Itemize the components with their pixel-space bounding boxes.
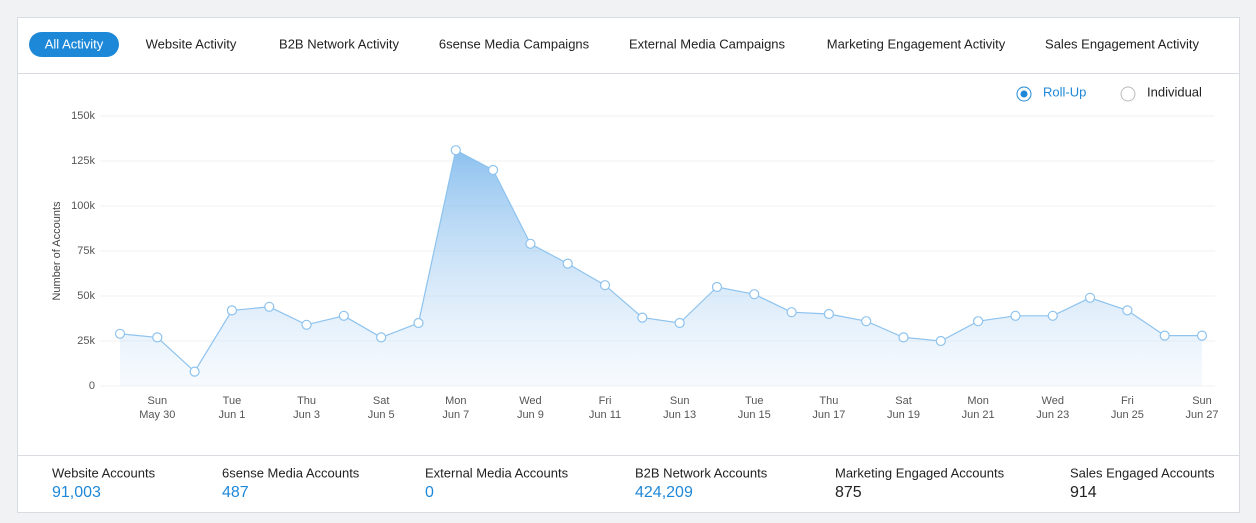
radio-label[interactable]: Roll-Up (1043, 84, 1086, 99)
point (711, 281, 723, 293)
stat-value: 0 (425, 484, 434, 501)
x-tick-label: Jun 23 (1036, 409, 1069, 421)
point (674, 317, 685, 329)
x-tick-label: Jun 19 (887, 409, 920, 421)
x-tick-label: Jun 11 (589, 409, 621, 421)
point (301, 319, 312, 330)
stat-value: 875 (835, 484, 862, 501)
point (935, 335, 946, 347)
x-tick-label: Sun (1192, 395, 1212, 407)
active-tab-pill (29, 32, 119, 57)
x-tick-label: Tue (223, 395, 242, 407)
x-tick-label: Fri (1121, 395, 1134, 407)
stat-label: B2B Network Accounts (635, 465, 768, 480)
point (861, 316, 872, 327)
tab[interactable]: Sales Engagement Activity (1045, 36, 1199, 51)
point (1159, 330, 1170, 341)
point (488, 164, 499, 176)
stat-label: External Media Accounts (425, 465, 569, 480)
area (120, 150, 1202, 386)
point (599, 280, 611, 291)
point (1010, 310, 1021, 321)
point (114, 328, 126, 339)
x-tick-label: Jun 3 (293, 409, 320, 421)
stat-label: 6sense Media Accounts (222, 465, 360, 480)
point (1196, 330, 1208, 341)
x-tick-label: Mon (445, 395, 466, 407)
point (1084, 292, 1096, 303)
tab[interactable]: Marketing Engagement Activity (827, 36, 1006, 51)
x-tick-label: Jun 15 (738, 409, 771, 421)
radio-dot (1020, 90, 1028, 98)
tab[interactable]: 6sense Media Campaigns (439, 36, 590, 51)
point (338, 310, 349, 321)
radio[interactable] (1120, 86, 1136, 102)
x-tick-label: Sat (373, 395, 390, 407)
y-tick-label: 0 (89, 380, 95, 392)
y-tick-label: 25k (77, 335, 95, 347)
line (119, 149, 1202, 373)
radio-label[interactable]: Individual (1147, 84, 1202, 99)
point (973, 316, 984, 327)
x-tick-label: Tue (745, 395, 764, 407)
y-axis-title: Number of Accounts (51, 201, 63, 301)
x-tick-label: Jun 21 (962, 409, 995, 421)
point (1047, 310, 1058, 321)
x-tick-label: Sun (670, 395, 690, 407)
y-tick-label: 150k (71, 110, 95, 122)
point (786, 307, 797, 318)
tab[interactable]: External Media Campaigns (629, 36, 786, 51)
point (749, 289, 760, 300)
x-tick-label: Jun 7 (442, 409, 469, 421)
stat-label: Sales Engaged Accounts (1070, 465, 1215, 480)
x-tick-label: Sat (895, 395, 912, 407)
stat-value: 914 (1070, 484, 1097, 501)
x-tick-label: Mon (967, 395, 988, 407)
point (1122, 305, 1133, 316)
x-tick-label: Wed (519, 395, 541, 407)
tab[interactable]: All Activity (45, 36, 104, 51)
x-tick-label: Sun (148, 395, 168, 407)
x-tick-label: Thu (819, 395, 838, 407)
point (525, 238, 536, 249)
stat-value: 487 (222, 484, 249, 501)
point (450, 145, 461, 156)
stat-label: Website Accounts (52, 465, 156, 480)
y-tick-label: 50k (77, 290, 95, 302)
x-tick-label: Wed (1042, 395, 1064, 407)
point (413, 317, 424, 329)
x-tick-label: Jun 27 (1185, 409, 1218, 421)
x-tick-label: Jun 9 (517, 409, 544, 421)
stat-value: 424,209 (635, 484, 693, 501)
y-tick-label: 100k (71, 200, 95, 212)
x-tick-label: Thu (297, 395, 316, 407)
point (226, 305, 238, 316)
point (823, 308, 834, 320)
point (189, 366, 200, 377)
x-tick-label: Jun 13 (663, 409, 696, 421)
y-tick-label: 75k (77, 245, 95, 257)
stat-value: 91,003 (52, 484, 101, 501)
x-tick-label: Jun 5 (368, 409, 395, 421)
point (898, 332, 909, 343)
point (637, 312, 648, 323)
tab[interactable]: Website Activity (146, 36, 237, 51)
point (152, 332, 163, 343)
tab[interactable]: B2B Network Activity (279, 36, 399, 51)
point (264, 301, 275, 312)
x-tick-label: May 30 (139, 409, 175, 421)
x-tick-label: Jun 25 (1111, 409, 1144, 421)
card (17, 17, 1240, 513)
stat-label: Marketing Engaged Accounts (835, 465, 1005, 480)
x-tick-label: Jun 1 (218, 409, 245, 421)
x-tick-label: Fri (599, 395, 612, 407)
x-tick-label: Jun 17 (812, 409, 845, 421)
point (376, 332, 387, 343)
y-tick-label: 125k (71, 155, 95, 167)
point (562, 258, 573, 269)
